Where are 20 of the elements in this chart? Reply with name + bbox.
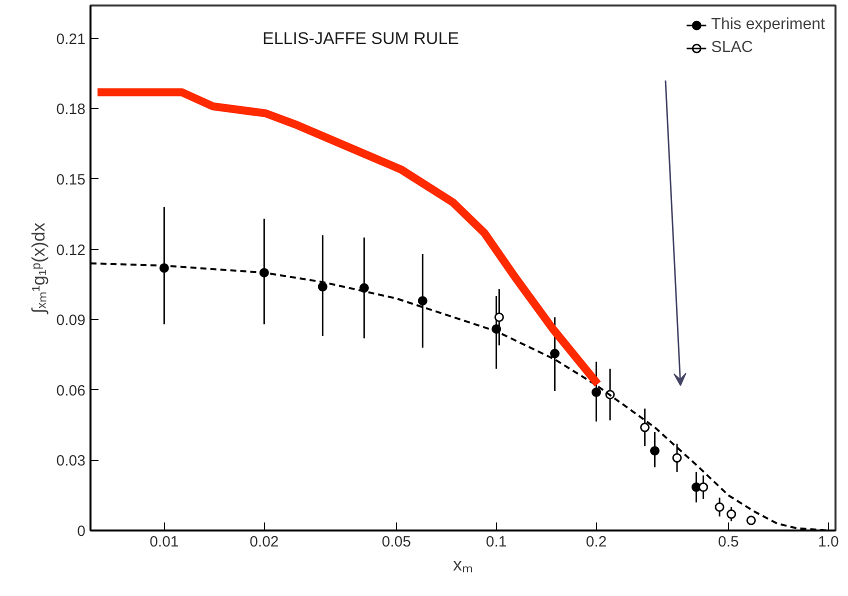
y-tick-label: 0.18 (56, 101, 86, 118)
y-axis-title: ∫ₓₘ¹g₁ᵖ(x)dx (28, 222, 48, 314)
x-tick-label: 0.5 (718, 534, 739, 550)
y-tick-label: 0.06 (56, 382, 86, 400)
y-tick-label: 0.09 (56, 312, 86, 330)
y-tick-label: 0.03 (56, 452, 86, 470)
y-tick-label: 0.21 (56, 30, 86, 48)
x-tick-label: 1.0 (818, 534, 839, 550)
y-tick-label: 0.12 (56, 242, 86, 259)
annotation: ELLIS-JAFFE SUM RULE (262, 29, 459, 48)
x-tick-label: 0.1 (486, 534, 507, 550)
x-tick-label: 0.2 (586, 534, 607, 550)
y-tick-label: 0 (77, 523, 86, 540)
legend-label: This experiment (711, 16, 825, 34)
legend-label: SLAC (711, 39, 753, 57)
x-tick-label: 0.05 (382, 534, 411, 550)
x-tick-label: 0.02 (250, 534, 279, 550)
x-tick-label: 0.01 (150, 534, 179, 550)
y-tick-label: 0.15 (56, 171, 86, 188)
x-axis-title: xₘ (453, 554, 473, 574)
